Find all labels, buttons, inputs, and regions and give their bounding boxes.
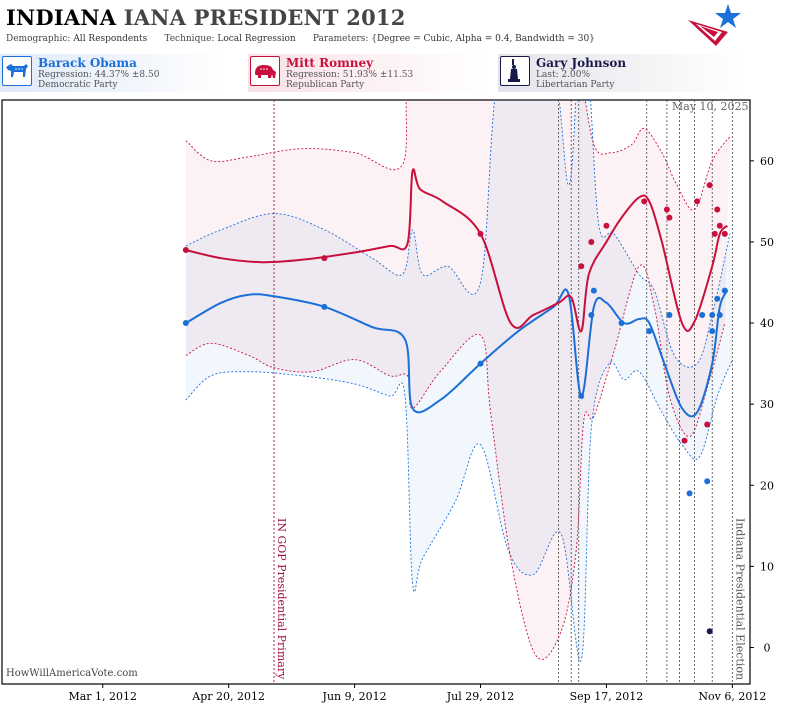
donkey-icon	[2, 56, 32, 86]
plot-area: IN GOP Presidential Primary Indiana Presi…	[182, 100, 746, 684]
poll-point	[182, 320, 189, 327]
annotation-label: IN GOP Presidential Primary	[275, 518, 288, 680]
candidate-name: Mitt Romney	[286, 56, 374, 70]
poll-point	[590, 287, 597, 294]
elephant-icon	[250, 56, 280, 86]
band-edge-lower	[185, 264, 726, 660]
candidate-obama: Barack Obama Regression: 44.37% ±8.50 De…	[0, 54, 228, 92]
y-tick-label: 60	[760, 155, 774, 168]
poll-point	[641, 198, 648, 205]
x-tick-label: Sep 17, 2012	[570, 690, 644, 703]
poll-point	[603, 222, 610, 229]
y-tick-label: 40	[760, 317, 774, 330]
annotation-label: Indiana Presidential Election	[733, 518, 746, 680]
candidate-party: Libertarian Party	[536, 80, 615, 90]
poll-point	[578, 263, 585, 270]
candidate-party: Democratic Party	[38, 80, 118, 90]
plot-frame	[1, 99, 751, 685]
poll-point	[706, 182, 713, 189]
band-mitt-romney	[185, 100, 730, 660]
x-tick-label: Mar 1, 2012	[68, 690, 137, 703]
candidate-stat: Regression: 44.37% ±8.50	[38, 70, 160, 80]
poll-point	[721, 287, 728, 294]
watermark: HowWillAmericaVote.com	[6, 668, 138, 679]
demographic-label: Demographic:	[6, 34, 71, 44]
candidate-party: Republican Party	[286, 80, 365, 90]
poll-point	[588, 311, 595, 318]
x-tick-label: Jul 29, 2012	[446, 690, 515, 703]
poll-point	[716, 311, 723, 318]
candidate-name: Barack Obama	[38, 56, 137, 70]
y-tick-label: 50	[760, 236, 774, 249]
poll-point	[681, 437, 688, 444]
poll-point	[706, 628, 713, 635]
chart-plot: IN GOP Presidential Primary Indiana Presi…	[1, 99, 774, 703]
technique-value: Local Regression	[217, 34, 296, 44]
poll-point	[182, 247, 189, 254]
date-stamp: May 10, 2025	[672, 100, 749, 113]
y-tick-label: 0	[764, 642, 771, 655]
band-edge-upper	[185, 100, 731, 211]
poll-point	[704, 478, 711, 485]
poll-point	[663, 206, 670, 213]
parameters-line: Demographic: All Respondents Technique: …	[6, 34, 595, 44]
poll-point	[686, 490, 693, 497]
poll-point	[321, 303, 328, 310]
band-barack-obama	[185, 100, 733, 662]
trend-line-mitt-romney	[185, 168, 729, 333]
poll-point	[716, 222, 723, 229]
poll-point	[694, 198, 701, 205]
liberty-icon	[500, 56, 530, 86]
demographic-value: All Respondents	[73, 34, 148, 44]
poll-point	[578, 393, 585, 400]
parameters-label: Parameters:	[312, 34, 369, 44]
y-tick-label: 20	[760, 479, 774, 492]
poll-point	[321, 255, 328, 262]
x-tick-label: Apr 20, 2012	[191, 690, 265, 703]
band-edge-upper	[185, 100, 731, 368]
poll-point	[646, 328, 653, 335]
candidate-romney: Mitt Romney Regression: 51.93% ±11.53 Re…	[248, 54, 488, 92]
poll-point	[704, 421, 711, 428]
chart-title: INDIANA IANA PRESIDENT 2012	[6, 6, 406, 30]
x-tick-label: Jun 9, 2012	[322, 690, 387, 703]
poll-point	[588, 238, 595, 245]
poll-point	[477, 360, 484, 367]
candidate-stat: Regression: 51.93% ±11.53	[286, 70, 414, 80]
poll-point	[666, 214, 673, 221]
y-tick-label: 30	[760, 398, 774, 411]
poll-point	[666, 311, 673, 318]
poll-point	[711, 230, 718, 237]
poll-point	[699, 311, 706, 318]
candidate-stat: Last: 2.00%	[536, 70, 591, 80]
title-race: IANA PRESIDENT 2012	[123, 5, 406, 30]
title-state: INDIANA	[6, 5, 117, 30]
technique-label: Technique:	[164, 34, 215, 44]
candidate-name: Gary Johnson	[536, 56, 627, 70]
candidate-johnson: Gary Johnson Last: 2.00% Libertarian Par…	[498, 54, 742, 92]
poll-point	[714, 295, 721, 302]
poll-point	[709, 311, 716, 318]
x-tick-label: Nov 6, 2012	[698, 690, 766, 703]
y-tick-label: 10	[760, 560, 774, 573]
parameters-value: {Degree = Cubic, Alpha = 0.4, Bandwidth …	[371, 34, 595, 44]
poll-point	[477, 230, 484, 237]
band-edge-lower	[185, 359, 733, 662]
poll-point	[709, 328, 716, 335]
poll-point	[721, 230, 728, 237]
site-logo-icon	[688, 4, 741, 46]
poll-point	[618, 320, 625, 327]
poll-point	[714, 206, 721, 213]
